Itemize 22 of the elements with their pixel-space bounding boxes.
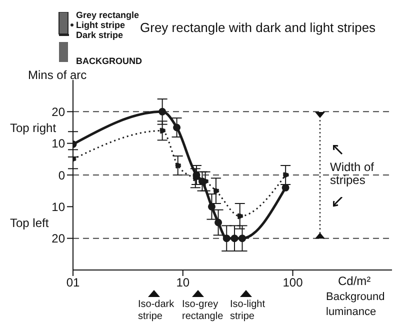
chart-title: Grey rectangle with dark and light stripes [140, 20, 376, 35]
y-tick-label: 0 [58, 168, 66, 182]
text: Top right [10, 120, 56, 134]
y-axis-title: Mins of arc [28, 68, 87, 82]
y-tick-label: 10 [52, 200, 66, 214]
y-tick-label: 10 [52, 136, 66, 151]
x-tick-label: 10 [176, 276, 190, 290]
text: Dark stripe [76, 30, 124, 40]
text: Light stripe [76, 20, 125, 30]
text: Background luminance [326, 290, 386, 320]
x-axis-title: Cd/m² [338, 274, 371, 288]
text: Top left [10, 216, 49, 230]
x-tick-label: 100 [282, 276, 304, 290]
text: Iso-grey rectangle [182, 299, 224, 323]
text: Grey rectangle [76, 10, 140, 20]
text: Iso-dark stripe [138, 299, 174, 322]
x-tick-label: 01 [66, 276, 80, 290]
annotation: Width of stripes [330, 160, 376, 187]
y-tick-label: 20 [52, 104, 66, 119]
text: BACKGROUND [76, 56, 142, 66]
text: Iso-light stripe [230, 299, 266, 323]
y-tick-label: 20 [52, 232, 66, 246]
